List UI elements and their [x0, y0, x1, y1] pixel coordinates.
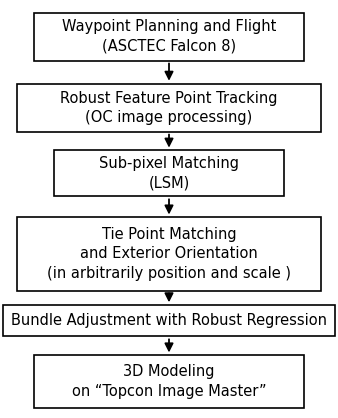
FancyBboxPatch shape [17, 217, 321, 291]
FancyBboxPatch shape [54, 150, 284, 196]
Text: Bundle Adjustment with Robust Regression: Bundle Adjustment with Robust Regression [11, 314, 327, 328]
FancyBboxPatch shape [34, 13, 304, 61]
FancyBboxPatch shape [34, 355, 304, 408]
Text: Robust Feature Point Tracking
(OC image processing): Robust Feature Point Tracking (OC image … [60, 91, 278, 125]
Text: Tie Point Matching
and Exterior Orientation
(in arbitrarily position and scale ): Tie Point Matching and Exterior Orientat… [47, 227, 291, 280]
Text: Waypoint Planning and Flight
(ASCTEC Falcon 8): Waypoint Planning and Flight (ASCTEC Fal… [62, 20, 276, 54]
FancyBboxPatch shape [17, 84, 321, 132]
FancyBboxPatch shape [3, 305, 335, 336]
Text: 3D Modeling
on “Topcon Image Master”: 3D Modeling on “Topcon Image Master” [72, 364, 266, 398]
Text: Sub-pixel Matching
(LSM): Sub-pixel Matching (LSM) [99, 156, 239, 191]
